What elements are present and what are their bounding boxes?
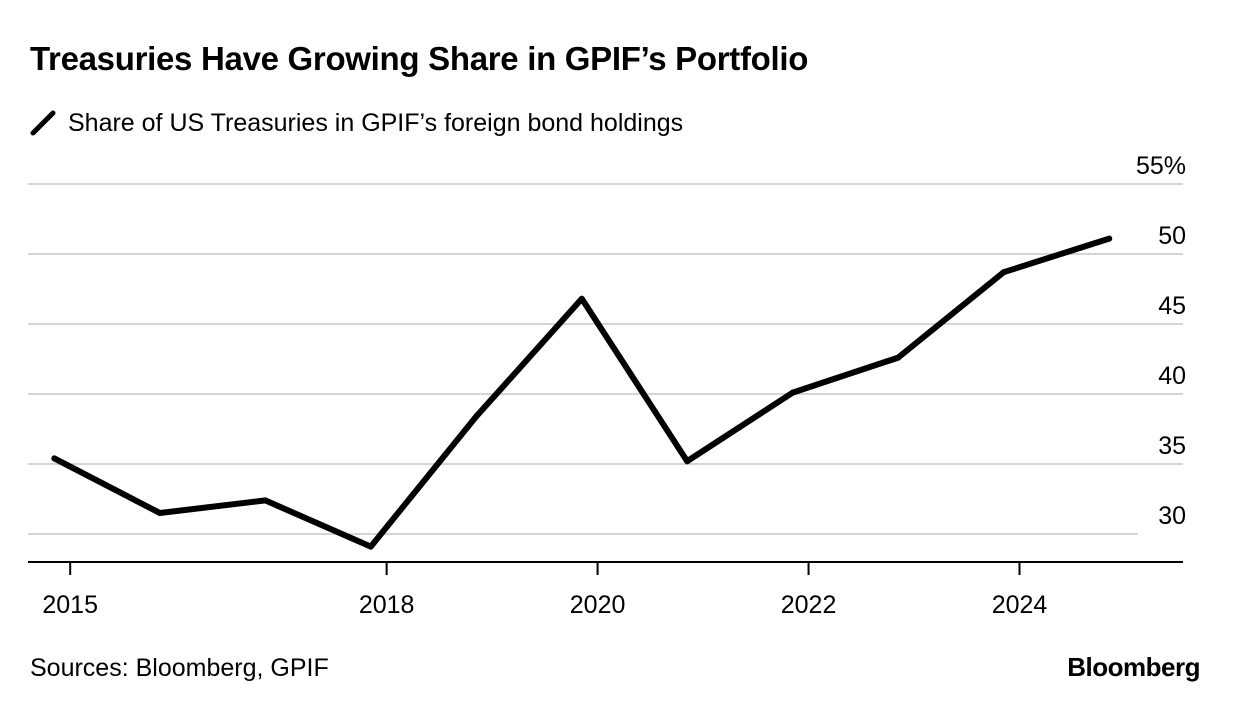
data-point [51,455,58,462]
y-tick-label: 50 [1158,222,1186,250]
brand-logo: Bloomberg [1067,652,1200,682]
legend: Share of US Treasuries in GPIF’s foreign… [30,106,683,140]
series-group [51,235,1113,550]
data-point [578,295,585,302]
x-tick-label: 2020 [570,591,626,619]
y-tick-label: 45 [1158,292,1186,320]
legend-line-icon [30,110,56,136]
data-point [684,458,691,465]
x-axis-ticks [69,562,1021,575]
y-tick-label: 40 [1158,362,1186,390]
data-point [156,510,163,516]
data-point [1106,235,1113,242]
data-point [789,389,796,396]
x-tick-label: 2015 [42,591,98,619]
data-point [895,354,902,361]
x-axis-labels: 2015 2018 2020 2022 2024 [42,591,1047,619]
data-point [367,543,374,550]
line-chart: 30 35 40 45 50 55% 2015 2018 2020 2022 2024 [28,152,1186,619]
x-tick-label: 2024 [992,591,1048,619]
data-point [262,497,269,504]
y-tick-label: 35 [1158,432,1186,460]
y-tick-label: 55% [1136,152,1186,180]
x-tick-label: 2022 [781,591,837,619]
legend-label: Share of US Treasuries in GPIF’s foreign… [68,108,684,137]
data-point [473,413,480,420]
gridlines [28,183,1183,535]
chart-title: Treasuries Have Growing Share in GPIF’s … [30,40,809,77]
data-point [1000,269,1007,276]
y-tick-label: 30 [1158,502,1186,530]
x-tick-label: 2018 [359,591,415,619]
source-note: Sources: Bloomberg, GPIF [30,654,329,682]
series-line-0 [51,235,1113,550]
y-axis-labels: 30 35 40 45 50 55% [1136,152,1186,530]
